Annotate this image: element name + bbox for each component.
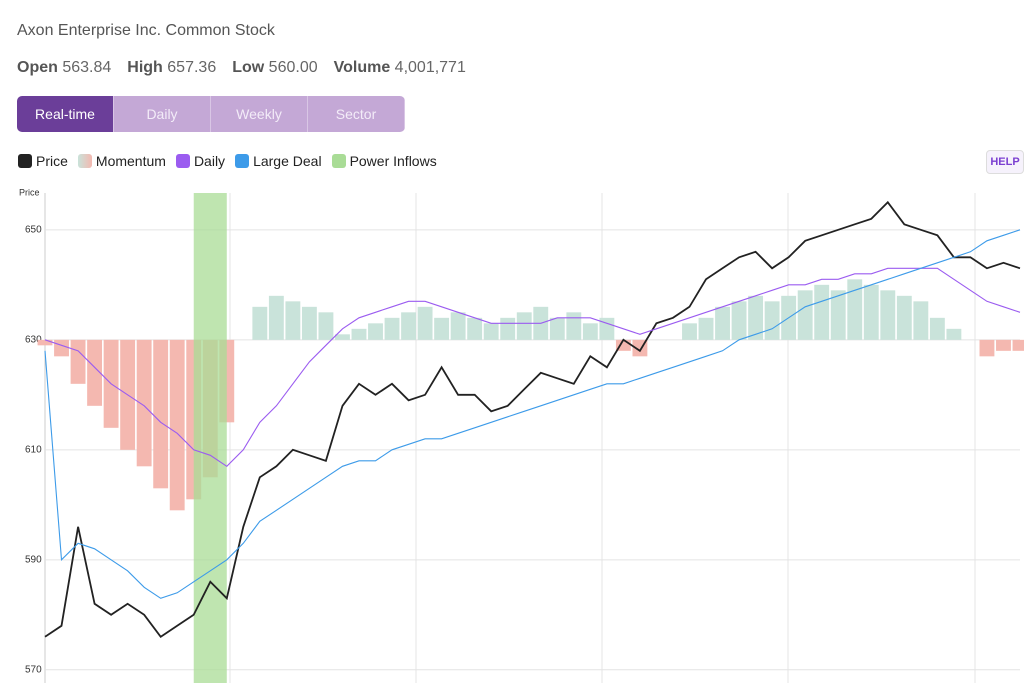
momentum-bar [748,295,764,340]
momentum-bar [615,339,631,351]
tab[interactable]: Sector [308,96,405,132]
legend-swatch [235,154,250,168]
legend-swatch [18,154,32,168]
momentum-bar [880,290,896,340]
stat: Low 560.00 [232,59,317,77]
legend-item[interactable]: Momentum [77,153,166,169]
momentum-bar [599,317,615,340]
stat-label: High [127,59,163,76]
legend-label: Power Inflows [349,153,437,169]
stat-label: Volume [333,59,391,76]
y-tick-label: 570 [25,664,42,675]
momentum-bar [1012,339,1024,351]
stat: Open 563.84 [17,59,111,77]
y-axis-label: Price [19,187,40,197]
momentum-bar [252,306,268,340]
momentum-bar [929,317,945,340]
momentum-bar [549,317,565,340]
stat: High 657.36 [127,59,216,77]
momentum-bar [863,284,879,340]
momentum-bar [731,301,747,340]
tab[interactable]: Weekly [211,96,308,132]
stat-value: 657.36 [167,59,217,76]
momentum-bar [682,323,697,340]
momentum-bar [830,290,846,340]
legend-item[interactable]: Price [18,153,68,169]
stat: Volume 4,001,771 [334,59,466,77]
momentum-bar [37,339,53,346]
momentum-bar [896,295,912,340]
momentum-bar [285,301,301,340]
legend-swatch [175,154,190,168]
legend: Price Momentum Daily Large Deal Power Inflow… [18,153,437,169]
legend-item[interactable]: Large Deal [235,153,322,169]
y-tick-label: 590 [25,554,42,565]
momentum-bar [450,312,466,340]
momentum-bar [335,334,350,340]
legend-item[interactable]: Power Inflows [331,153,437,169]
legend-swatch [331,154,346,168]
legend-label: Momentum [95,153,166,169]
momentum-bar [351,328,367,340]
tab[interactable]: Daily [114,96,211,132]
momentum-bar [582,323,598,340]
momentum-bar [368,323,383,340]
stat-value: 4,001,771 [394,59,466,76]
momentum-bar [797,290,813,340]
momentum-bar [169,339,185,511]
momentum-bar [70,339,86,384]
momentum-bar [483,323,499,340]
line-large-deal [44,229,1021,599]
line-daily [44,267,1021,468]
stat-value: 563.84 [62,59,112,76]
line-price [44,200,1021,639]
stat-label: Low [232,59,265,76]
momentum-bar [913,301,929,340]
momentum-bar [516,312,532,340]
momentum-bar [467,317,483,340]
y-tick-label: 650 [25,224,42,235]
momentum-bar [814,284,830,340]
stat-value: 560.00 [268,59,318,76]
momentum-bar [153,339,169,489]
y-tick-label: 610 [25,444,42,455]
momentum-bar [764,301,780,340]
subtitle: Axon Enterprise Inc. Common Stock [17,22,275,39]
legend-label: Daily [193,153,226,169]
power-inflows-band [193,193,227,683]
legend-swatch [77,154,92,168]
momentum-bar [434,317,450,340]
momentum-bar [979,339,995,357]
momentum-bar [946,328,962,340]
vertical-grid [229,193,976,683]
legend-item[interactable]: Daily [175,153,226,169]
momentum-bar [698,317,714,340]
momentum-bar [87,339,103,406]
momentum-bar [847,279,863,340]
momentum-bar [417,306,433,340]
momentum-bar [136,339,152,467]
momentum-bar [566,312,582,340]
tab[interactable]: Real-time [17,96,114,132]
momentum-bar [54,339,69,357]
momentum-bar [500,317,516,340]
momentum-bar [384,317,400,340]
stats: Open 563.84 High 657.36 Low 560.00 Volume 4… [17,59,466,77]
momentum-bar [301,306,317,340]
legend-label: Large Deal [253,153,322,169]
momentum-bar [715,306,730,340]
momentum-bar [996,339,1011,351]
momentum-bar [318,312,334,340]
stat-label: Open [17,59,58,76]
legend-label: Price [36,153,68,169]
help-button[interactable]: HELP [986,150,1024,174]
momentum-bar [401,312,416,340]
tabs: Real-time Daily Weekly Sector [17,96,405,132]
momentum-bar [268,295,284,340]
y-tick-label: 630 [25,334,42,345]
